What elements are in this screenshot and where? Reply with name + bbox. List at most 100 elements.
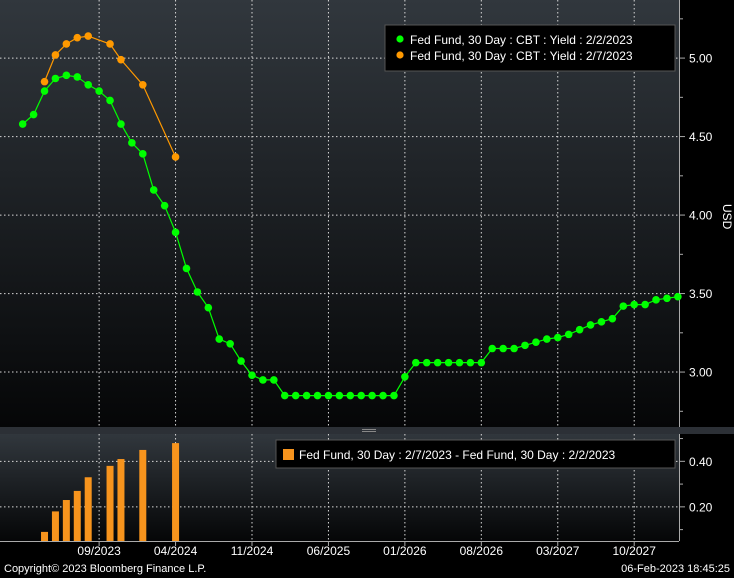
legend-marker-2-2-2023 <box>396 35 404 43</box>
data-point-2-2-2023 <box>390 391 398 400</box>
data-point-2-2-2023 <box>160 201 169 210</box>
y-tick-label: 5.00 <box>689 52 713 66</box>
data-point-2-2-2023 <box>444 358 453 367</box>
data-point-2-2-2023 <box>259 376 267 384</box>
data-point-2-2-2023 <box>149 186 158 194</box>
data-point-2-2-2023 <box>73 73 82 81</box>
data-point-2-2-2023 <box>575 325 584 334</box>
data-point-2-2-2023 <box>401 372 409 381</box>
data-point-2-2-2023 <box>128 139 136 147</box>
main-y-ticks: 3.00 3.50 4.00 4.50 5.00 <box>679 18 713 412</box>
data-point-2-2-2023 <box>29 110 38 119</box>
data-point-2-2-2023 <box>204 303 213 312</box>
data-point-2-2-2023 <box>553 333 562 342</box>
data-point-2-7-2023 <box>40 77 49 86</box>
data-point-2-7-2023 <box>73 33 82 42</box>
data-point-2-2-2023 <box>346 391 355 400</box>
data-point-2-2-2023 <box>335 391 344 400</box>
y-tick-label-lower: 0.40 <box>689 455 713 469</box>
data-point-2-2-2023 <box>18 120 27 128</box>
data-point-2-2-2023 <box>248 371 256 379</box>
data-point-2-2-2023 <box>477 358 486 367</box>
x-ticks: 09/2023 04/2024 11/2024 06/2025 01/2026 08/20… <box>77 541 656 558</box>
main-grid <box>0 0 679 427</box>
x-tick-label: 04/2024 <box>154 544 198 558</box>
data-point-2-2-2023 <box>455 358 464 367</box>
difference-bar <box>117 459 125 541</box>
legend-label-2-2-2023: Fed Fund, 30 Day : CBT : Yield : 2/2/202… <box>410 33 633 47</box>
data-point-2-2-2023 <box>193 288 202 296</box>
data-point-2-2-2023 <box>488 344 497 353</box>
data-point-2-2-2023 <box>226 339 234 348</box>
data-point-2-2-2023 <box>608 314 617 323</box>
chart-svg: 3.00 3.50 4.00 4.50 5.00 0.20 0.40 09/2023 04/… <box>0 0 734 558</box>
data-point-2-2-2023 <box>663 294 671 303</box>
data-point-2-7-2023 <box>62 40 71 48</box>
y-tick-label: 3.00 <box>689 366 713 380</box>
data-point-2-2-2023 <box>324 391 333 400</box>
splitter-handle[interactable] <box>362 429 376 432</box>
x-tick-label: 11/2024 <box>231 544 274 558</box>
legend-label-difference: Fed Fund, 30 Day : 2/7/2023 - Fed Fund, … <box>299 448 616 462</box>
x-tick-label: 09/2023 <box>77 544 121 558</box>
y-tick-label-lower: 0.20 <box>689 500 713 514</box>
data-point-2-2-2023 <box>95 87 103 95</box>
data-point-2-2-2023 <box>291 391 300 400</box>
data-point-2-2-2023 <box>237 357 245 365</box>
data-point-2-2-2023 <box>40 87 49 95</box>
data-point-2-2-2023 <box>106 96 114 105</box>
data-point-2-2-2023 <box>433 358 442 367</box>
data-point-2-7-2023 <box>171 153 180 161</box>
main-legend: Fed Fund, 30 Day : CBT : Yield : 2/2/202… <box>384 24 676 72</box>
footer: Copyright© 2023 Bloomberg Finance L.P. 0… <box>0 561 734 578</box>
data-point-2-7-2023 <box>117 55 125 64</box>
legend-marker-difference <box>283 449 294 460</box>
data-point-2-2-2023 <box>630 300 638 309</box>
y-tick-label: 3.50 <box>689 287 713 301</box>
data-point-2-2-2023 <box>543 335 551 343</box>
data-point-2-2-2023 <box>619 302 628 310</box>
data-point-2-2-2023 <box>51 74 60 83</box>
y-tick-label: 4.00 <box>689 209 713 223</box>
difference-bar <box>106 465 114 541</box>
data-point-2-2-2023 <box>674 292 682 301</box>
data-point-2-2-2023 <box>412 358 420 367</box>
data-point-2-2-2023 <box>499 344 507 353</box>
data-point-2-2-2023 <box>171 228 180 237</box>
yield-points <box>18 32 682 400</box>
data-point-2-2-2023 <box>586 321 595 329</box>
lower-legend: Fed Fund, 30 Day : 2/7/2023 - Fed Fund, … <box>275 439 676 469</box>
data-point-2-2-2023 <box>215 335 224 343</box>
data-point-2-2-2023 <box>564 330 573 339</box>
x-tick-label: 08/2026 <box>460 544 504 558</box>
y-tick-label: 4.50 <box>689 130 713 144</box>
difference-bar <box>139 449 147 541</box>
data-point-2-2-2023 <box>280 391 289 400</box>
data-point-2-2-2023 <box>510 344 518 353</box>
x-tick-label: 10/2027 <box>613 544 657 558</box>
lower-y-ticks: 0.20 0.40 <box>679 438 713 531</box>
y-axis-label: USD <box>720 204 734 230</box>
copyright-text: Copyright© 2023 Bloomberg Finance L.P. <box>4 563 207 575</box>
data-point-2-2-2023 <box>532 338 540 347</box>
x-tick-label: 01/2026 <box>383 544 427 558</box>
legend-label-2-7-2023: Fed Fund, 30 Day : CBT : Yield : 2/7/202… <box>410 49 633 63</box>
data-point-2-2-2023 <box>182 264 191 273</box>
data-point-2-2-2023 <box>84 80 92 89</box>
data-point-2-7-2023 <box>106 40 114 48</box>
data-point-2-2-2023 <box>313 391 322 400</box>
legend-marker-2-7-2023 <box>396 51 404 59</box>
difference-bar <box>62 500 70 541</box>
data-point-2-2-2023 <box>641 300 649 309</box>
data-point-2-2-2023 <box>652 296 660 304</box>
data-point-2-7-2023 <box>51 51 60 59</box>
data-point-2-2-2023 <box>379 391 387 400</box>
data-point-2-7-2023 <box>84 32 92 40</box>
timestamp-text: 06-Feb-2023 18:45:25 <box>621 563 730 575</box>
data-point-2-2-2023 <box>422 358 431 367</box>
difference-bars <box>41 443 180 541</box>
data-point-2-2-2023 <box>270 376 278 384</box>
data-point-2-2-2023 <box>139 150 147 158</box>
data-point-2-2-2023 <box>117 120 125 128</box>
